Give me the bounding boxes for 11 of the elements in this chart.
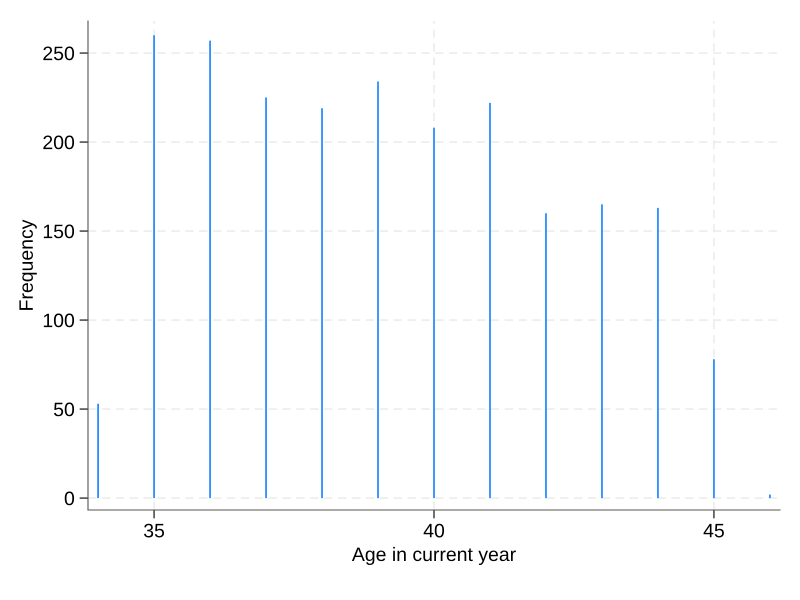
y-axis-title: Frequency (19, 220, 37, 310)
x-tick-label: 45 (704, 524, 724, 538)
y-tick-label: 100 (44, 314, 74, 328)
x-tick-label: 35 (144, 524, 164, 538)
x-axis-title: Age in current year (352, 546, 516, 565)
x-tick-label: 40 (424, 524, 444, 538)
y-tick-label: 50 (54, 402, 74, 416)
y-tick-label: 200 (43, 136, 74, 150)
y-tick-label: 150 (44, 224, 74, 238)
y-tick-label: 250 (43, 46, 74, 60)
y-tick-label: 0 (64, 492, 74, 506)
